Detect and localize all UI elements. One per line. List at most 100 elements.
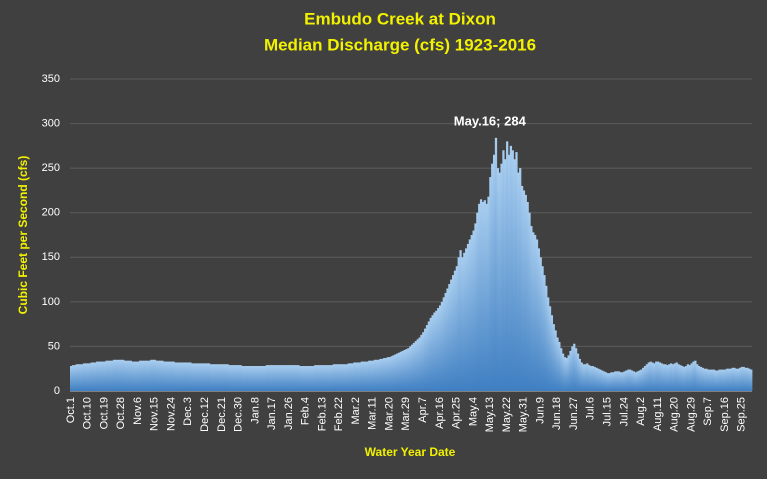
bar bbox=[483, 200, 486, 391]
bar bbox=[435, 310, 438, 391]
y-tick-label: 50 bbox=[48, 340, 60, 352]
bar bbox=[215, 364, 218, 391]
bar bbox=[356, 362, 360, 391]
x-tick-label: Feb.13 bbox=[316, 397, 328, 431]
bar bbox=[308, 366, 311, 391]
bar bbox=[701, 367, 704, 391]
x-tick-label: Dec.30 bbox=[233, 397, 245, 432]
bar bbox=[194, 363, 198, 391]
x-tick-label: Sep.16 bbox=[719, 397, 731, 432]
bar bbox=[271, 365, 274, 391]
bar bbox=[461, 257, 464, 391]
bar bbox=[373, 359, 376, 391]
bar bbox=[403, 349, 406, 391]
x-tick-label: Dec.12 bbox=[199, 397, 211, 432]
bar bbox=[740, 366, 744, 391]
bar bbox=[446, 288, 449, 391]
bar bbox=[77, 364, 80, 391]
bar bbox=[474, 223, 477, 391]
x-tick-label: May.4 bbox=[467, 397, 479, 426]
bar bbox=[630, 370, 634, 391]
bar bbox=[582, 364, 585, 391]
bar bbox=[750, 369, 753, 391]
bar bbox=[612, 372, 615, 391]
bar bbox=[392, 355, 395, 391]
x-tick-label: Jul.6 bbox=[585, 397, 597, 420]
bar bbox=[312, 366, 315, 391]
bar bbox=[345, 364, 349, 391]
bar bbox=[670, 363, 673, 391]
bar bbox=[178, 362, 181, 391]
bar bbox=[526, 202, 529, 391]
bar bbox=[384, 358, 388, 391]
bar bbox=[107, 360, 110, 391]
bar bbox=[302, 366, 306, 391]
bar bbox=[409, 346, 412, 391]
bar bbox=[448, 284, 451, 391]
x-tick-label: Apr.25 bbox=[451, 397, 463, 429]
bar bbox=[727, 368, 731, 391]
bar bbox=[388, 357, 391, 391]
bar bbox=[179, 362, 183, 391]
y-tick-label: 300 bbox=[42, 117, 60, 129]
bar bbox=[709, 369, 712, 391]
bar bbox=[422, 332, 425, 391]
bar bbox=[198, 363, 201, 391]
bar bbox=[137, 361, 140, 391]
bar bbox=[325, 365, 328, 391]
bar bbox=[671, 364, 675, 391]
bar bbox=[306, 366, 309, 391]
y-tick-label: 150 bbox=[42, 251, 60, 263]
bar bbox=[362, 361, 365, 391]
bar bbox=[621, 372, 624, 391]
bar bbox=[584, 364, 587, 391]
bar bbox=[442, 297, 445, 391]
bar bbox=[453, 270, 457, 391]
bar bbox=[407, 348, 410, 391]
bar bbox=[567, 355, 570, 391]
bar bbox=[485, 203, 488, 391]
bar bbox=[578, 358, 581, 391]
bar bbox=[656, 361, 660, 391]
y-tick-label: 100 bbox=[42, 296, 60, 308]
bar bbox=[608, 373, 611, 391]
bar bbox=[655, 361, 658, 391]
bar bbox=[291, 365, 295, 391]
bar bbox=[437, 308, 440, 391]
bar bbox=[273, 365, 276, 391]
bar bbox=[351, 363, 354, 391]
bar bbox=[541, 266, 544, 391]
x-tick-label: Oct.10 bbox=[82, 397, 94, 429]
bar bbox=[265, 365, 268, 391]
bar bbox=[120, 359, 123, 391]
bar bbox=[537, 248, 540, 391]
bar bbox=[168, 361, 172, 391]
x-tick-label: Apr.16 bbox=[434, 397, 446, 429]
chart-subtitle: Median Discharge (cfs) 1923-2016 bbox=[264, 35, 536, 54]
bar bbox=[150, 359, 153, 391]
bar bbox=[181, 362, 185, 391]
bar bbox=[228, 365, 231, 391]
bar bbox=[634, 372, 637, 391]
bar bbox=[284, 365, 287, 391]
bar bbox=[457, 257, 460, 391]
bar bbox=[390, 356, 393, 391]
chart-title: Embudo Creek at Dixon bbox=[304, 9, 496, 28]
bar bbox=[293, 365, 296, 391]
bar bbox=[237, 365, 240, 391]
bar bbox=[539, 257, 542, 391]
bar bbox=[112, 359, 116, 391]
bar bbox=[94, 362, 97, 391]
bar bbox=[468, 239, 472, 391]
bar bbox=[83, 363, 86, 391]
bar bbox=[720, 369, 723, 391]
bar bbox=[545, 285, 548, 391]
bar bbox=[576, 353, 580, 391]
bar bbox=[327, 365, 330, 391]
bar bbox=[338, 364, 341, 391]
bar bbox=[368, 360, 371, 391]
y-tick-label: 350 bbox=[42, 73, 60, 85]
bar bbox=[556, 337, 559, 391]
bar bbox=[297, 365, 300, 391]
bar bbox=[153, 359, 157, 391]
